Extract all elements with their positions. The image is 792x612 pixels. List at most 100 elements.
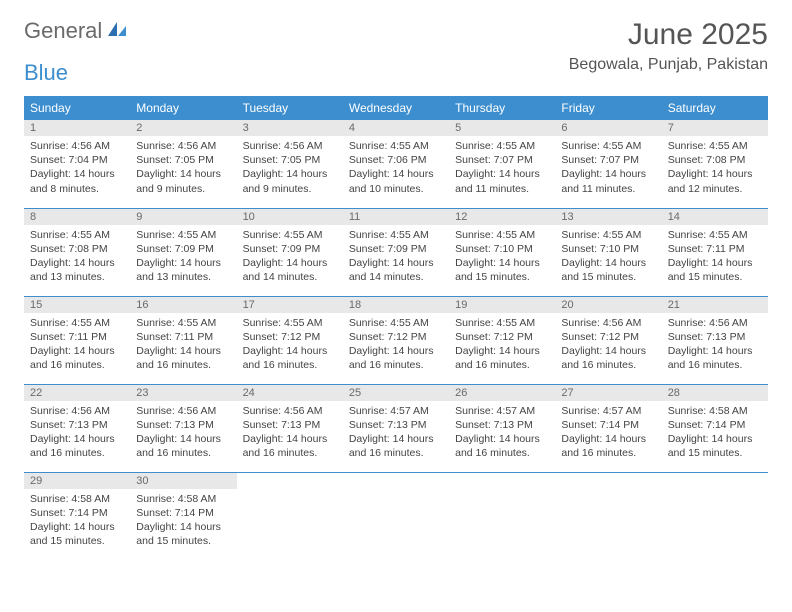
- day-body: Sunrise: 4:55 AMSunset: 7:08 PMDaylight:…: [662, 136, 768, 200]
- day-body: Sunrise: 4:56 AMSunset: 7:05 PMDaylight:…: [237, 136, 343, 200]
- day-body: Sunrise: 4:55 AMSunset: 7:09 PMDaylight:…: [130, 225, 236, 289]
- day-body: Sunrise: 4:58 AMSunset: 7:14 PMDaylight:…: [662, 401, 768, 465]
- daylight-line: Daylight: 14 hours and 11 minutes.: [455, 167, 549, 195]
- daylight-line: Daylight: 14 hours and 16 minutes.: [561, 432, 655, 460]
- sunset-line: Sunset: 7:07 PM: [561, 153, 655, 167]
- day-number: 25: [343, 385, 449, 401]
- calendar-cell: 5Sunrise: 4:55 AMSunset: 7:07 PMDaylight…: [449, 120, 555, 208]
- day-header: Thursday: [449, 96, 555, 120]
- daylight-line: Daylight: 14 hours and 16 minutes.: [30, 432, 124, 460]
- day-body: Sunrise: 4:55 AMSunset: 7:07 PMDaylight:…: [555, 136, 661, 200]
- sunrise-line: Sunrise: 4:56 AM: [30, 404, 124, 418]
- day-header: Friday: [555, 96, 661, 120]
- calendar-cell: 17Sunrise: 4:55 AMSunset: 7:12 PMDayligh…: [237, 296, 343, 384]
- day-number: 23: [130, 385, 236, 401]
- sunset-line: Sunset: 7:11 PM: [136, 330, 230, 344]
- day-number: 2: [130, 120, 236, 136]
- logo-text-blue: Blue: [24, 60, 68, 85]
- sunrise-line: Sunrise: 4:55 AM: [349, 228, 443, 242]
- sunset-line: Sunset: 7:14 PM: [30, 506, 124, 520]
- calendar-cell: [662, 472, 768, 560]
- calendar-cell: 24Sunrise: 4:56 AMSunset: 7:13 PMDayligh…: [237, 384, 343, 472]
- calendar-cell: 27Sunrise: 4:57 AMSunset: 7:14 PMDayligh…: [555, 384, 661, 472]
- day-number: 16: [130, 297, 236, 313]
- sunset-line: Sunset: 7:13 PM: [455, 418, 549, 432]
- day-number: 13: [555, 209, 661, 225]
- sunset-line: Sunset: 7:14 PM: [136, 506, 230, 520]
- calendar-cell: 29Sunrise: 4:58 AMSunset: 7:14 PMDayligh…: [24, 472, 130, 560]
- calendar-table: SundayMondayTuesdayWednesdayThursdayFrid…: [24, 96, 768, 560]
- calendar-row: 29Sunrise: 4:58 AMSunset: 7:14 PMDayligh…: [24, 472, 768, 560]
- daylight-line: Daylight: 14 hours and 11 minutes.: [561, 167, 655, 195]
- sunrise-line: Sunrise: 4:55 AM: [561, 139, 655, 153]
- sunset-line: Sunset: 7:12 PM: [243, 330, 337, 344]
- calendar-cell: 20Sunrise: 4:56 AMSunset: 7:12 PMDayligh…: [555, 296, 661, 384]
- sunset-line: Sunset: 7:05 PM: [136, 153, 230, 167]
- day-number: 5: [449, 120, 555, 136]
- sunset-line: Sunset: 7:11 PM: [30, 330, 124, 344]
- calendar-cell: 11Sunrise: 4:55 AMSunset: 7:09 PMDayligh…: [343, 208, 449, 296]
- day-number: 26: [449, 385, 555, 401]
- day-body: Sunrise: 4:55 AMSunset: 7:09 PMDaylight:…: [237, 225, 343, 289]
- calendar-cell: 4Sunrise: 4:55 AMSunset: 7:06 PMDaylight…: [343, 120, 449, 208]
- calendar-cell: 13Sunrise: 4:55 AMSunset: 7:10 PMDayligh…: [555, 208, 661, 296]
- day-header: Sunday: [24, 96, 130, 120]
- day-number: 4: [343, 120, 449, 136]
- sunrise-line: Sunrise: 4:55 AM: [455, 316, 549, 330]
- calendar-cell: [237, 472, 343, 560]
- day-body: Sunrise: 4:56 AMSunset: 7:13 PMDaylight:…: [662, 313, 768, 377]
- sunset-line: Sunset: 7:14 PM: [668, 418, 762, 432]
- day-number: 27: [555, 385, 661, 401]
- calendar-cell: 12Sunrise: 4:55 AMSunset: 7:10 PMDayligh…: [449, 208, 555, 296]
- calendar-cell: 14Sunrise: 4:55 AMSunset: 7:11 PMDayligh…: [662, 208, 768, 296]
- sunrise-line: Sunrise: 4:55 AM: [668, 228, 762, 242]
- calendar-cell: 28Sunrise: 4:58 AMSunset: 7:14 PMDayligh…: [662, 384, 768, 472]
- sunrise-line: Sunrise: 4:57 AM: [455, 404, 549, 418]
- daylight-line: Daylight: 14 hours and 15 minutes.: [668, 432, 762, 460]
- day-body: Sunrise: 4:55 AMSunset: 7:10 PMDaylight:…: [555, 225, 661, 289]
- day-body: Sunrise: 4:55 AMSunset: 7:09 PMDaylight:…: [343, 225, 449, 289]
- calendar-row: 1 Sunrise: 4:56 AMSunset: 7:04 PM Daylight…: [24, 120, 768, 208]
- sunset-line: Sunset: 7:10 PM: [455, 242, 549, 256]
- sunrise-line: Sunrise: 4:56 AM: [243, 404, 337, 418]
- daylight-line: Daylight: 14 hours and 16 minutes.: [243, 432, 337, 460]
- sunrise-line: Sunrise: 4:55 AM: [136, 228, 230, 242]
- calendar-cell: 7Sunrise: 4:55 AMSunset: 7:08 PMDaylight…: [662, 120, 768, 208]
- sunset-line: Sunset: 7:13 PM: [668, 330, 762, 344]
- calendar-cell: 19Sunrise: 4:55 AMSunset: 7:12 PMDayligh…: [449, 296, 555, 384]
- daylight-line: Daylight: 14 hours and 16 minutes.: [455, 344, 549, 372]
- day-body: Sunrise: 4:56 AMSunset: 7:13 PMDaylight:…: [130, 401, 236, 465]
- day-number: 17: [237, 297, 343, 313]
- sunset-line: Sunset: 7:06 PM: [349, 153, 443, 167]
- day-number: 11: [343, 209, 449, 225]
- day-number: 1: [24, 120, 130, 136]
- day-header: Wednesday: [343, 96, 449, 120]
- daylight-line: Daylight: 14 hours and 16 minutes.: [455, 432, 549, 460]
- calendar-cell: 3Sunrise: 4:56 AMSunset: 7:05 PMDaylight…: [237, 120, 343, 208]
- sunset-line: Sunset: 7:05 PM: [243, 153, 337, 167]
- day-number: 29: [24, 473, 130, 489]
- calendar-row: 22Sunrise: 4:56 AMSunset: 7:13 PMDayligh…: [24, 384, 768, 472]
- sunset-line: Sunset: 7:12 PM: [455, 330, 549, 344]
- sunset-line: Sunset: 7:04 PM: [30, 153, 124, 167]
- daylight-line: Daylight: 14 hours and 13 minutes.: [136, 256, 230, 284]
- day-header: Tuesday: [237, 96, 343, 120]
- sunset-line: Sunset: 7:09 PM: [349, 242, 443, 256]
- daylight-line: Daylight: 14 hours and 15 minutes.: [455, 256, 549, 284]
- day-number: 15: [24, 297, 130, 313]
- daylight-line: Daylight: 14 hours and 16 minutes.: [349, 344, 443, 372]
- day-body: Sunrise: 4:55 AMSunset: 7:10 PMDaylight:…: [449, 225, 555, 289]
- day-body: Sunrise: 4:55 AMSunset: 7:08 PMDaylight:…: [24, 225, 130, 289]
- calendar-cell: 15Sunrise: 4:55 AMSunset: 7:11 PMDayligh…: [24, 296, 130, 384]
- calendar-cell: 23Sunrise: 4:56 AMSunset: 7:13 PMDayligh…: [130, 384, 236, 472]
- daylight-line: Daylight: 14 hours and 16 minutes.: [136, 432, 230, 460]
- calendar-cell: 26 Sunrise: 4:57 AMSunset: 7:13 PMDayligh…: [449, 384, 555, 472]
- sunset-line: Sunset: 7:09 PM: [136, 242, 230, 256]
- calendar-cell: [449, 472, 555, 560]
- calendar-header-row: SundayMondayTuesdayWednesdayThursdayFrid…: [24, 96, 768, 120]
- day-body: Sunrise: 4:55 AMSunset: 7:11 PMDaylight:…: [24, 313, 130, 377]
- daylight-line: Daylight: 14 hours and 9 minutes.: [243, 167, 337, 195]
- sunrise-line: Sunrise: 4:55 AM: [30, 228, 124, 242]
- sunrise-line: Sunrise: 4:56 AM: [30, 139, 124, 153]
- daylight-line: Daylight: 14 hours and 15 minutes.: [30, 520, 124, 548]
